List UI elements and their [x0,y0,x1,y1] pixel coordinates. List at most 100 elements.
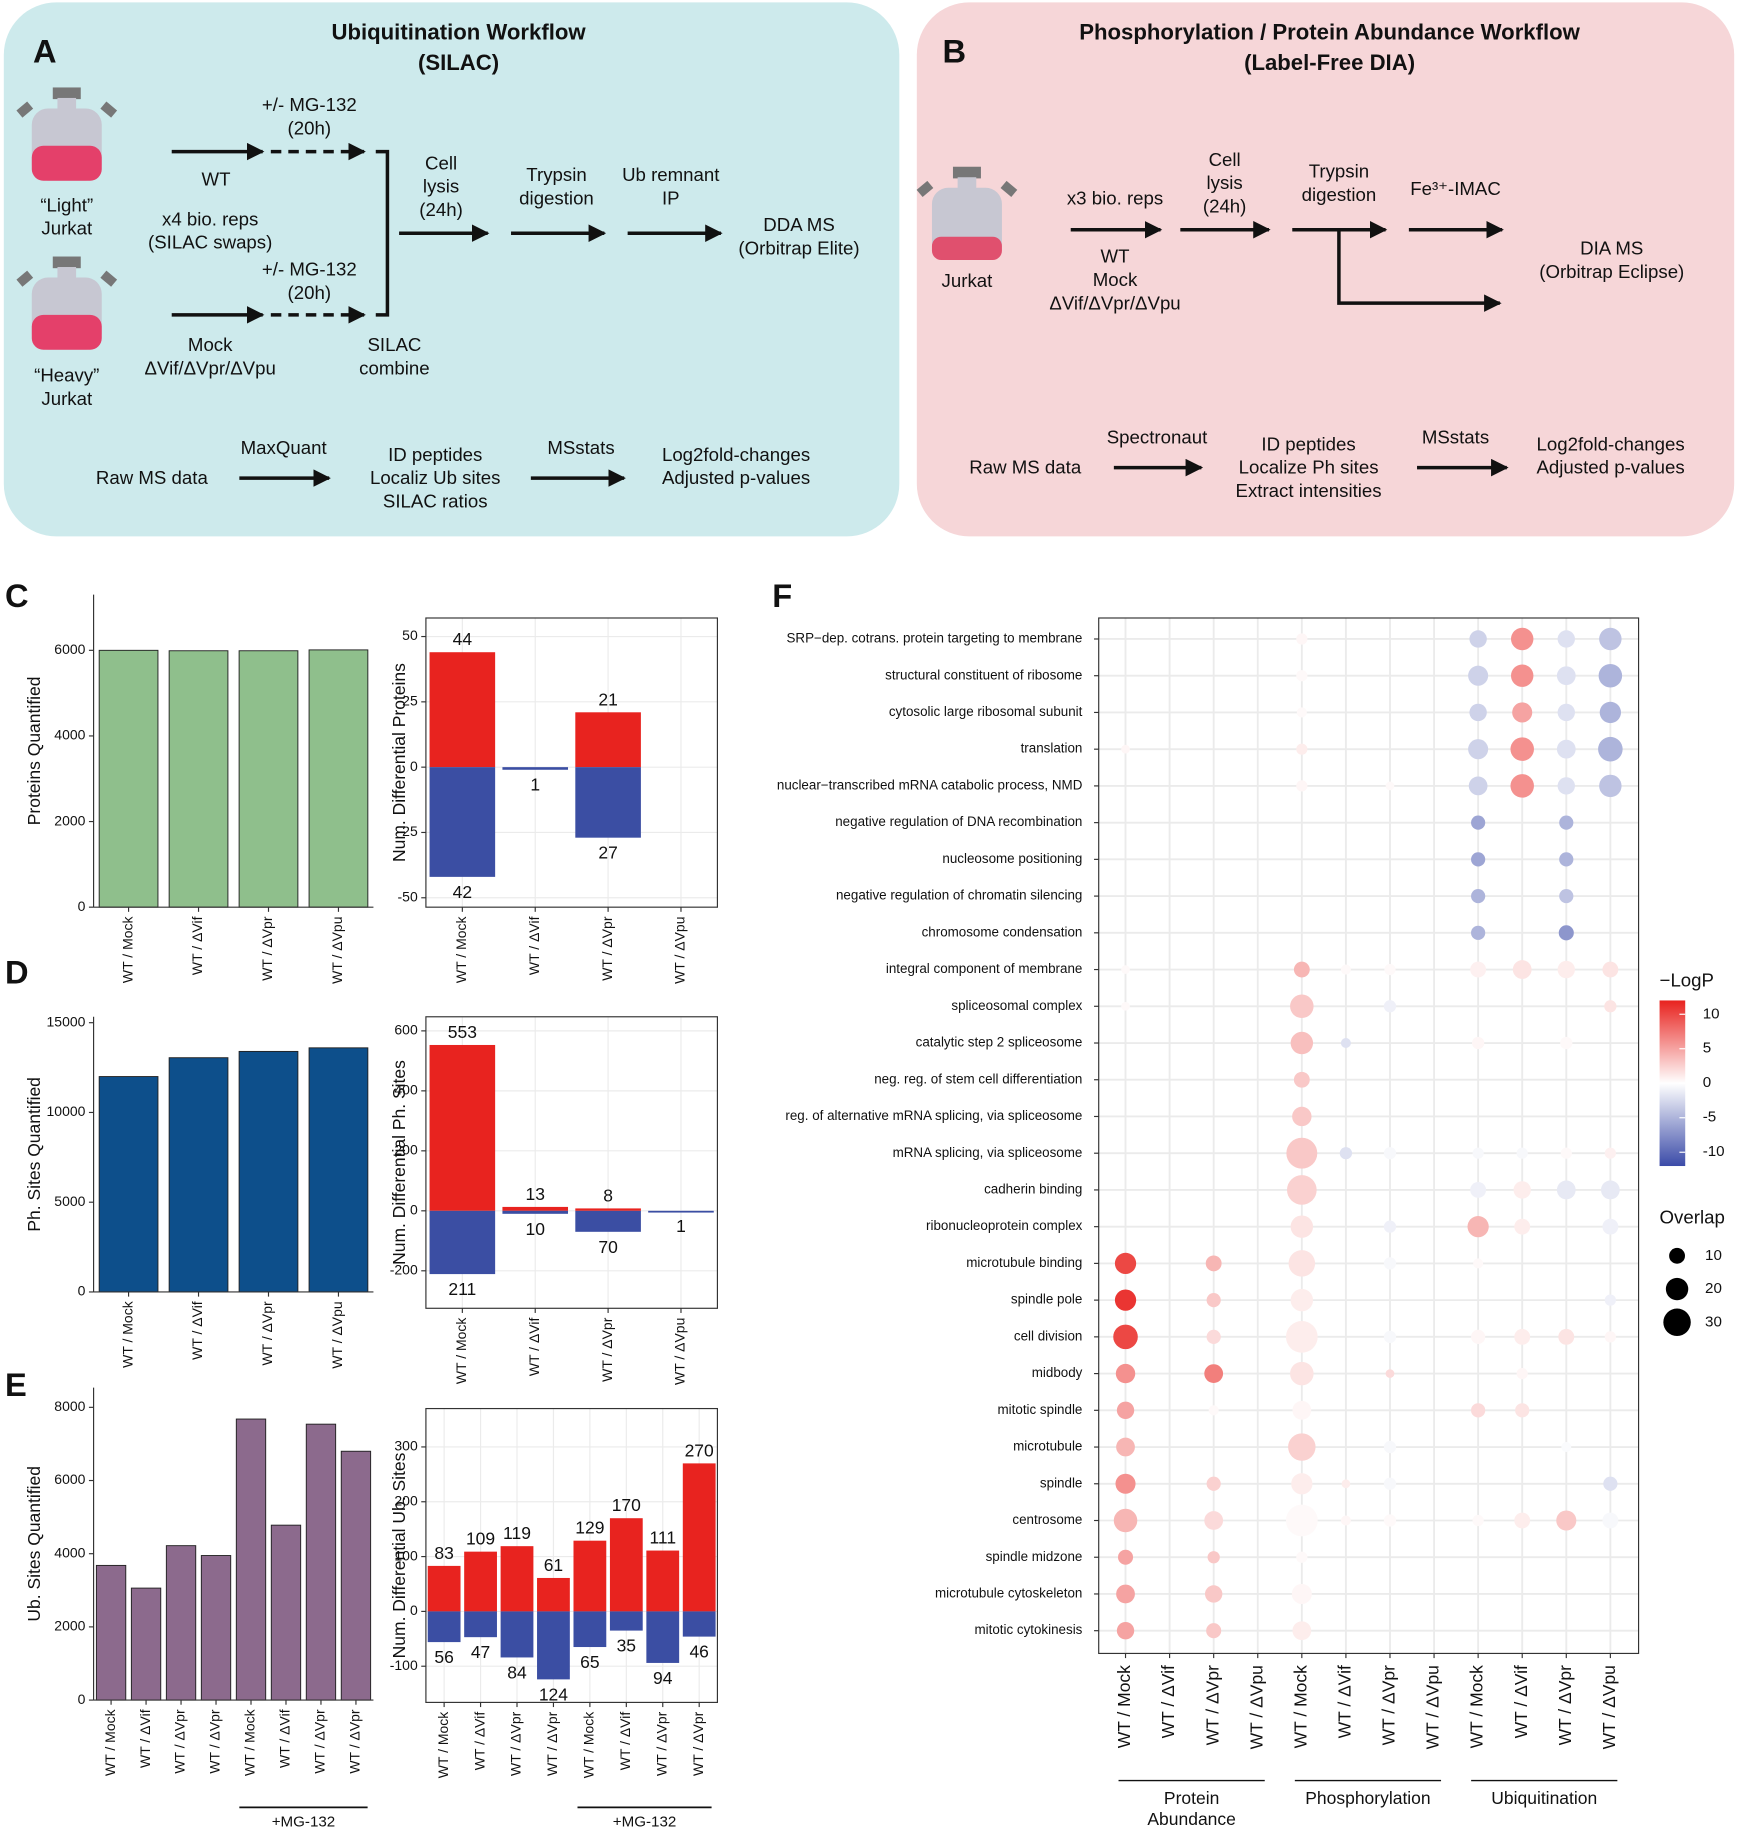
label: (20h) [288,117,332,138]
dot [1341,1479,1351,1489]
plot-border [425,1407,718,1703]
bar-segment [537,1611,570,1680]
label: Jurkat [942,270,994,291]
dot [1114,1289,1137,1311]
label: Spectronaut [1107,426,1208,447]
label: Raw MS data [96,467,209,488]
x-tick-label: WT / ΔVpr [207,1709,223,1774]
value-label: 553 [448,1022,477,1042]
y-tick-label: 200 [394,1492,418,1508]
x-tick-label: WT / ΔVpr [1202,1665,1222,1746]
label: Mock [188,334,233,355]
y-tick-label: cell division [1014,1328,1082,1343]
y-tick-label: -200 [390,1262,418,1278]
dot [1285,1320,1318,1353]
value-label: 44 [453,629,473,649]
bar-segment [429,767,496,877]
label: (Orbitrap Eclipse) [1539,261,1684,282]
dot [1557,777,1575,795]
dot [1206,1476,1221,1491]
dot [1115,1473,1136,1494]
y-tick-label: -25 [398,823,418,839]
y-tick-label: negative regulation of chromatin silenci… [836,888,1082,903]
dot [1384,963,1396,976]
panel-a-background [3,2,900,537]
y-tick-label: cadherin binding [984,1181,1082,1196]
value-label: 83 [434,1543,453,1563]
label: ΔVif/ΔVpr/ΔVpu [145,358,276,379]
y-axis-label: Proteins Quantified [24,677,44,826]
label: “Light” [40,194,93,215]
bar-segment [682,1611,716,1637]
dot [1604,1000,1617,1013]
dot [1560,1147,1572,1159]
y-axis-label: Ph. Sites Quantified [24,1077,44,1232]
label: IP [662,187,680,208]
dot [1204,1585,1223,1603]
dot [1291,1473,1313,1495]
bar [165,1545,197,1701]
x-tick-label: WT / ΔVif [277,1709,293,1768]
dot [1292,1621,1312,1641]
dot [1471,889,1486,904]
dot [1473,1258,1484,1269]
bar-segment [575,712,641,768]
value-label: 65 [580,1652,599,1672]
label: Fe³⁺-IMAC [1410,178,1501,199]
y-axis-label: Ub. Sites Quantified [24,1466,44,1622]
colorbar-tick-label: -5 [1703,1109,1716,1126]
x-tick-label: WT / ΔVpu [1246,1665,1266,1749]
bar [168,650,229,908]
y-tick-label: 0 [78,898,86,914]
y-tick-label: reg. of alternative mRNA splicing, via s… [785,1108,1082,1123]
bar-segment [464,1611,497,1638]
panel-a-text: A Ubiquitination Workflow (SILAC) “Light… [33,20,860,512]
dot [1113,1508,1138,1533]
dot [1383,1000,1397,1013]
x-tick-label: WT / ΔVif [137,1709,153,1768]
dot [1510,664,1534,687]
colorbar-tick-label: -10 [1703,1143,1725,1160]
dot [1296,1551,1308,1563]
dot [1290,994,1314,1019]
dot [1471,1403,1486,1418]
dot [1121,965,1130,974]
dot [1116,1584,1135,1604]
value-label: 270 [685,1440,714,1460]
dot [1116,1622,1135,1640]
dot [1116,1401,1135,1419]
dot [1469,703,1487,722]
dot [1558,925,1574,941]
x-tick-label: WT / ΔVpu [329,1301,345,1368]
dot [1602,961,1619,978]
x-tick-label: WT / ΔVpu [672,917,688,984]
dot [1516,1367,1528,1380]
annotation: +MG-132 [613,1814,677,1831]
bar-segment [575,1210,641,1232]
label: combine [359,358,429,379]
label: digestion [519,187,594,208]
x-tick-label: WT / Mock [119,1300,135,1368]
y-tick-label: 0 [410,1602,418,1618]
label: Log2fold-changes [662,444,810,465]
dot [1599,701,1621,724]
dot [1290,1215,1314,1238]
label: ID peptides [1261,433,1355,454]
dot [1340,1515,1351,1526]
value-label: 211 [448,1279,476,1299]
dot [1470,1182,1487,1198]
value-label: 8 [603,1185,613,1205]
bar-segment [573,1540,607,1612]
value-label: 21 [598,689,617,709]
colorbar-tick-label: 10 [1703,1005,1720,1022]
value-label: 27 [598,843,617,863]
label: Localiz Ub sites [370,467,501,488]
x-tick-label: WT / ΔVpr [259,916,275,981]
label: x3 bio. reps [1067,187,1163,208]
group-label: Protein [1164,1788,1219,1808]
dot [1516,1147,1528,1159]
panel-label: C [5,577,29,614]
bar-segment [429,1210,496,1275]
plot-border [1098,617,1640,1655]
